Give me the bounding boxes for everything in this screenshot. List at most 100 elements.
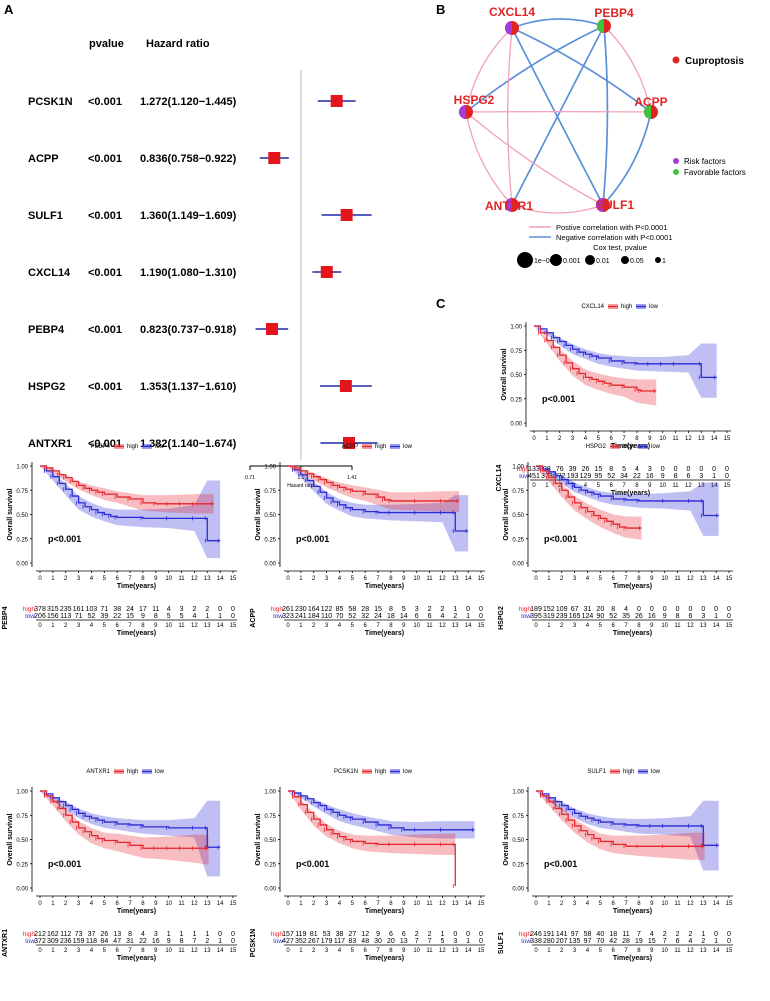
network-edge-positive [465, 111, 604, 206]
km-x-tick-label: 0 [534, 901, 538, 907]
risk-table-low-count: 5 [440, 938, 444, 945]
risk-table-high-label: high [23, 606, 36, 613]
km-y-tick-label: 0.50 [510, 373, 522, 379]
risk-table-high-count: 246 [530, 931, 542, 938]
km-legend-high-label: high [375, 769, 386, 775]
km-legend-title: ACPP [342, 444, 358, 450]
risk-table-high-count: 2 [676, 931, 680, 938]
risk-table-x-tick-label: 10 [165, 623, 172, 629]
km-curve-high [536, 790, 705, 847]
risk-table-high-count: 0 [453, 931, 457, 938]
risk-table-low-count: 52 [607, 473, 615, 480]
risk-table-x-tick-label: 3 [573, 623, 577, 629]
risk-table-high-label: high [517, 466, 530, 473]
risk-table-high-count: 0 [466, 606, 470, 613]
km-x-tick-label: 8 [637, 576, 641, 582]
km-x-tick-label: 4 [338, 901, 342, 907]
risk-table-high-count: 13 [113, 931, 121, 938]
risk-table-low-count: 8 [180, 938, 184, 945]
risk-table-x-tick-label: 12 [191, 623, 198, 629]
risk-table-high-count: 53 [323, 931, 331, 938]
risk-table-high-count: 9 [376, 931, 380, 938]
risk-table-high-count: 0 [218, 931, 222, 938]
risk-table-low-count: 0 [231, 938, 235, 945]
risk-table-low-count: 26 [635, 613, 643, 620]
risk-table-low-count: 280 [543, 938, 555, 945]
km-x-tick-label: 4 [584, 436, 588, 442]
risk-table-low-count: 3 [453, 938, 457, 945]
risk-table-high-count: 109 [556, 606, 568, 613]
risk-table-high-count: 0 [218, 606, 222, 613]
network-node-factor [505, 21, 512, 35]
km-x-tick-label: 7 [128, 901, 132, 907]
km-ci-band-low [536, 466, 719, 536]
risk-table-low-count: 52 [609, 613, 617, 620]
forest-hr-text: 1.190(1.080−1.310) [140, 267, 237, 279]
km-y-axis-label: Overall survival [503, 488, 510, 540]
km-y-tick-label: 0.75 [16, 814, 28, 820]
risk-table-high-count: 0 [727, 606, 731, 613]
legend-cuproptosis-dot [672, 56, 680, 64]
risk-table-x-tick-label: 9 [402, 623, 406, 629]
risk-table-high-label: high [271, 931, 284, 938]
km-x-tick-label: 12 [439, 901, 446, 907]
risk-table-high-count: 38 [336, 931, 344, 938]
km-x-tick-label: 7 [376, 576, 380, 582]
km-ci-band-high [288, 466, 460, 512]
risk-table-low-count: 15 [126, 613, 134, 620]
km-x-tick-label: 12 [191, 576, 198, 582]
risk-table-low-count: 15 [648, 938, 656, 945]
risk-table-x-tick-label: 1 [547, 948, 551, 954]
forest-pvalue: <0.001 [88, 324, 122, 336]
forest-hr-marker [330, 95, 343, 107]
risk-table-low-label: low [273, 613, 283, 620]
risk-table-high-count: 18 [609, 931, 617, 938]
risk-table-x-tick-label: 6 [116, 948, 120, 954]
risk-table-low-count: 9 [663, 613, 667, 620]
risk-table-high-count: 1 [453, 606, 457, 613]
risk-table-x-tick-label: 0 [286, 948, 290, 954]
risk-table-x-tick-label: 15 [478, 623, 485, 629]
km-curve-high [40, 790, 209, 849]
risk-table-x-tick-label: 15 [478, 948, 485, 954]
network-edge-negative [511, 25, 605, 206]
risk-table-low-count: 129 [580, 473, 592, 480]
risk-table-high-count: 4 [635, 466, 639, 473]
km-ci-band-low [288, 466, 469, 552]
km-x-axis-label: Time(years) [611, 443, 650, 450]
risk-table-x-tick-label: 8 [389, 948, 393, 954]
km-x-tick-label: 1 [545, 436, 549, 442]
risk-table-x-tick-label: 14 [465, 948, 472, 954]
risk-table-low-count: 3 [701, 613, 705, 620]
risk-table-low-count: 8 [154, 613, 158, 620]
km-x-tick-label: 14 [217, 901, 224, 907]
risk-table-x-tick-label: 8 [141, 948, 145, 954]
risk-table-x-tick-label: 0 [534, 948, 538, 954]
km-x-tick-label: 1 [51, 576, 55, 582]
km-y-tick-label: 0.00 [16, 562, 28, 568]
risk-table-low-count: 1 [218, 938, 222, 945]
risk-table-high-count: 191 [543, 931, 555, 938]
network-node-factor [644, 105, 651, 119]
risk-table-x-tick-label: 13 [204, 623, 211, 629]
legend-risk-dot [673, 158, 679, 164]
risk-table-high-count: 164 [308, 606, 320, 613]
km-x-tick-label: 11 [674, 901, 681, 907]
risk-table-high-count: 27 [348, 931, 356, 938]
km-x-tick-label: 14 [217, 576, 224, 582]
risk-table-high-count: 15 [594, 466, 602, 473]
network-edge-negative [465, 25, 605, 113]
risk-table-low-count: 0 [231, 613, 235, 620]
km-x-tick-label: 14 [713, 901, 720, 907]
risk-table-x-tick-label: 2 [312, 948, 316, 954]
risk-table-x-tick-label: 14 [217, 948, 224, 954]
risk-table-high-count: 0 [674, 466, 678, 473]
forest-hr-text: 1.360(1.149−1.609) [140, 210, 237, 222]
risk-table-low-count: 70 [596, 938, 604, 945]
network-edge-positive [603, 25, 652, 113]
network-edge-positive [507, 27, 513, 206]
risk-table-low-count: 32 [361, 613, 369, 620]
risk-table-low-count: 5 [167, 613, 171, 620]
panel-label-a: A [4, 2, 14, 17]
